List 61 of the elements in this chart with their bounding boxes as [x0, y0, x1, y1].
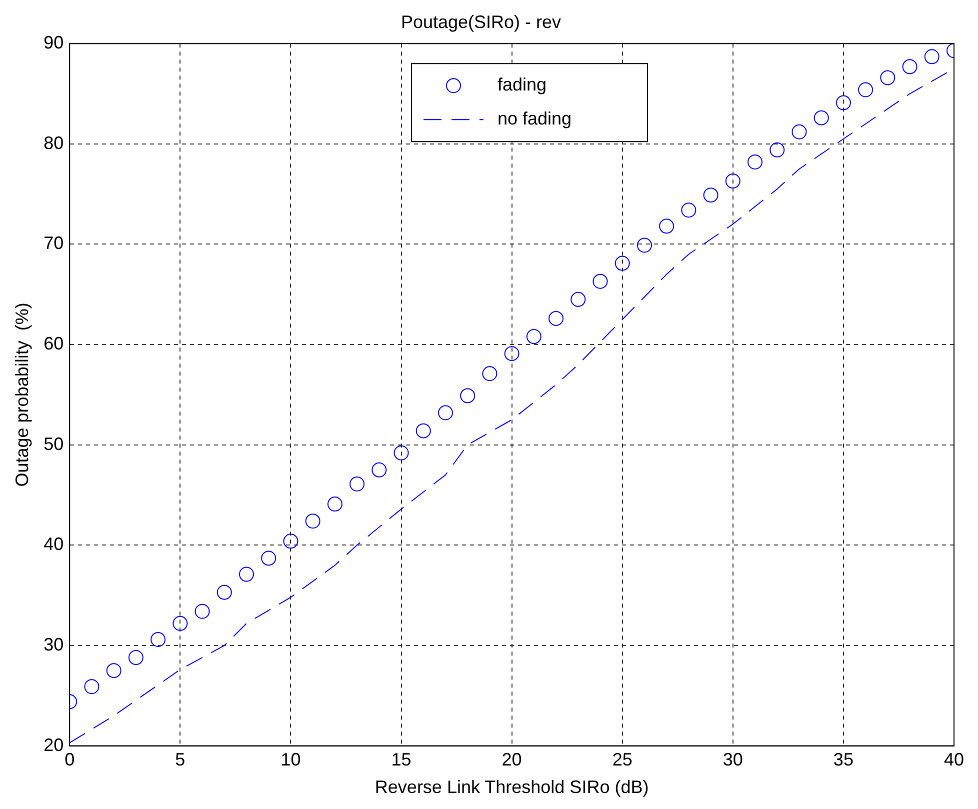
- point: [438, 405, 453, 420]
- point: [636, 238, 652, 253]
- x-tick-label: 5: [175, 750, 186, 770]
- point: [150, 632, 166, 647]
- point: [570, 292, 586, 307]
- point: [305, 514, 320, 529]
- point: [238, 566, 254, 582]
- point: [482, 366, 498, 382]
- point: [725, 174, 740, 189]
- x-tick-label: 10: [280, 750, 301, 770]
- x-tick-label: 15: [391, 750, 412, 770]
- point: [902, 59, 918, 74]
- point: [172, 616, 188, 631]
- y-tick-label: 70: [44, 233, 64, 254]
- point: [416, 423, 431, 438]
- y-tick-label: 20: [44, 734, 64, 755]
- x-tick-label: 30: [722, 750, 743, 770]
- point: [128, 650, 144, 666]
- point: [880, 70, 896, 86]
- point: [283, 534, 298, 549]
- y-tick-label: 40: [44, 534, 64, 554]
- y-tick-label: 50: [44, 434, 64, 454]
- point: [504, 346, 520, 362]
- y-tick-label: 80: [44, 132, 64, 153]
- point: [327, 496, 342, 512]
- x-axis-title: Reverse Link Threshold SIRo (dB): [374, 777, 649, 798]
- point: [836, 95, 851, 110]
- point: [106, 663, 122, 678]
- legend-label: fading: [498, 74, 547, 95]
- x-tick-label: 20: [502, 750, 522, 770]
- point: [614, 256, 630, 271]
- x-tick-label: 35: [833, 750, 854, 770]
- point: [216, 584, 232, 600]
- point: [659, 218, 674, 234]
- point: [703, 188, 718, 203]
- point: [770, 142, 785, 158]
- chart-title: Poutage(SIRo) - rev: [400, 12, 562, 32]
- point: [350, 476, 365, 492]
- point: [261, 550, 276, 566]
- point: [748, 154, 763, 170]
- x-tick-label: 40: [944, 750, 964, 770]
- point: [548, 310, 564, 326]
- y-tick-label: 90: [44, 32, 64, 53]
- point: [194, 604, 210, 619]
- point: [792, 124, 807, 140]
- y-axis-title: Outage probability (%): [12, 302, 32, 487]
- x-tick-label: 25: [612, 750, 632, 770]
- point: [460, 388, 476, 404]
- y-tick-label: 30: [44, 634, 64, 654]
- x-tick-label: 0: [64, 750, 75, 770]
- legend-label: no fading: [498, 108, 572, 129]
- point: [814, 110, 829, 126]
- point: [372, 462, 387, 478]
- y-tick-label: 60: [44, 334, 64, 354]
- point: [394, 445, 409, 460]
- point: [84, 679, 100, 694]
- point: [681, 202, 696, 218]
- point: [858, 82, 874, 98]
- point: [924, 49, 940, 64]
- point: [592, 274, 608, 289]
- point: [526, 329, 542, 344]
